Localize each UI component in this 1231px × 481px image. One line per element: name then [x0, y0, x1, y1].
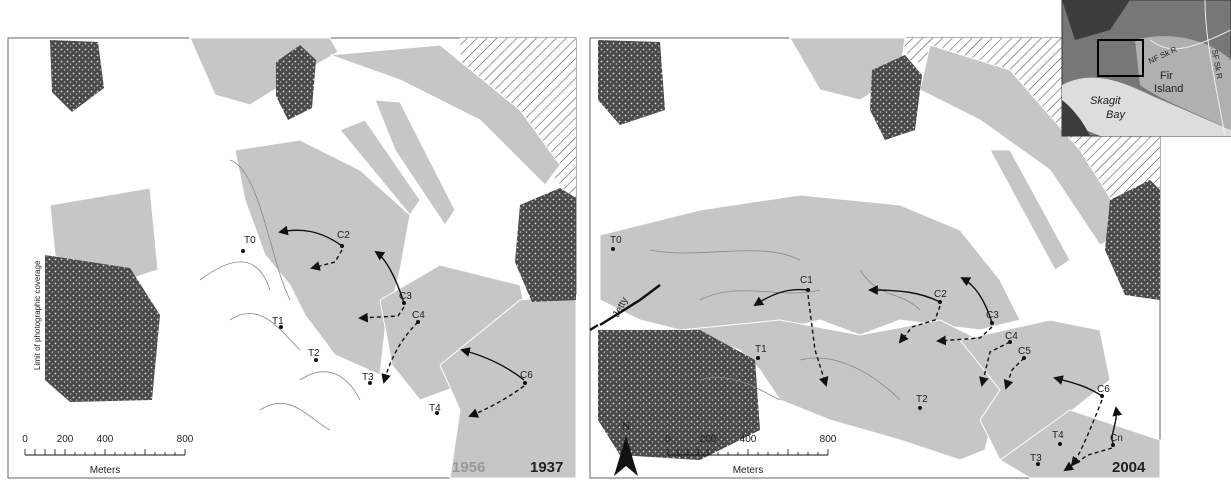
year-label: 1937 — [530, 459, 563, 476]
site-dot — [806, 288, 810, 292]
site-dot — [1058, 442, 1062, 446]
site-label: C3 — [399, 291, 412, 302]
site-dot — [918, 406, 922, 410]
site-label: C5 — [1018, 346, 1031, 357]
site-dot — [756, 356, 760, 360]
inset-label: Island — [1154, 83, 1183, 95]
scale-unit: Meters — [90, 465, 121, 476]
site-label: T4 — [429, 403, 441, 414]
site-label: C4 — [1005, 331, 1018, 342]
site-label: C2 — [934, 289, 947, 300]
stipple-island — [598, 330, 760, 460]
scale-tick-label: 200 — [700, 434, 717, 445]
site-label: C4 — [412, 310, 425, 321]
year-label: 2004 — [1112, 459, 1146, 476]
site-label: T2 — [308, 348, 320, 359]
inset-label: Bay — [1106, 109, 1126, 121]
scale-tick-label: 400 — [97, 434, 114, 445]
site-label: C2 — [337, 230, 350, 241]
scale-tick-label: 400 — [740, 434, 757, 445]
site-label: C3 — [986, 310, 999, 321]
site-label: T2 — [916, 394, 928, 405]
site-label: C6 — [520, 370, 533, 381]
site-dot — [241, 249, 245, 253]
scale-unit: Meters — [733, 465, 764, 476]
inset-label: Fir — [1160, 70, 1173, 82]
scale-tick-label: 800 — [177, 434, 194, 445]
year-label: 1956 — [452, 459, 485, 476]
scale-tick-label: 800 — [820, 434, 837, 445]
site-label: Cn — [1110, 433, 1123, 444]
inset-label: Skagit — [1090, 95, 1122, 107]
site-label: T3 — [362, 372, 374, 383]
site-label: T3 — [1030, 453, 1042, 464]
site-label: T1 — [755, 344, 767, 355]
site-label: C6 — [1097, 384, 1110, 395]
site-dot — [938, 300, 942, 304]
north-label: N — [622, 419, 631, 433]
site-dot — [611, 247, 615, 251]
scale-tick-label: 0 — [22, 434, 28, 445]
scale-tick-label: 0 — [665, 434, 671, 445]
scale-tick-label: 200 — [57, 434, 74, 445]
site-label: T1 — [272, 316, 284, 327]
site-dot — [523, 381, 527, 385]
site-label: T4 — [1052, 430, 1064, 441]
site-label: T0 — [244, 235, 256, 246]
coverage-note: Limit of photographic coverage — [33, 260, 42, 370]
site-label: T0 — [610, 235, 622, 246]
site-label: C1 — [800, 275, 813, 286]
site-dot — [340, 244, 344, 248]
figure: T0 C2 C3 C4 T1 T2 T3 T4 C6 Limit of phot… — [0, 0, 1231, 481]
site-dot — [990, 321, 994, 325]
